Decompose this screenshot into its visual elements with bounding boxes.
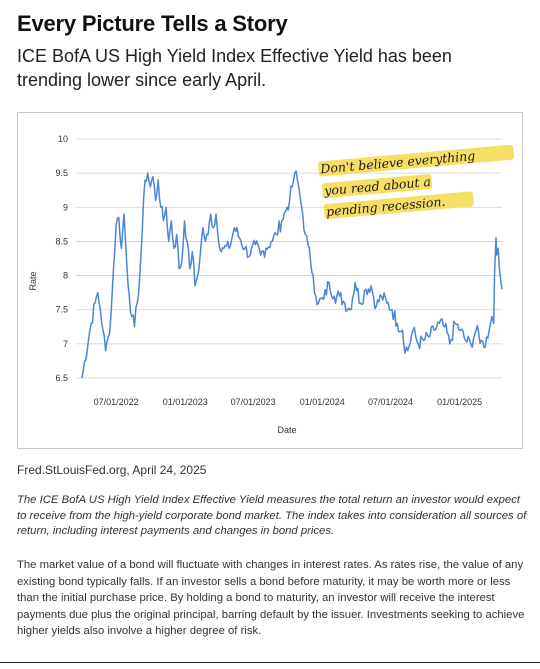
bottom-divider [0, 662, 540, 663]
grid-lines [76, 138, 502, 379]
x-axis-label: Date [277, 425, 296, 435]
disclaimer-text: The market value of a bond will fluctuat… [17, 559, 525, 637]
page-title: Every Picture Tells a Story [17, 11, 288, 36]
y-tick-label: 7 [63, 339, 68, 349]
annotation-highlight-3 [323, 191, 474, 220]
page-subtitle: ICE BofA US High Yield Index Effective Y… [17, 46, 452, 90]
x-tick-label: 07/01/2024 [368, 397, 413, 407]
y-tick-label: 6.5 [55, 373, 68, 383]
y-tick-label: 9 [63, 202, 68, 212]
y-tick-label: 10 [58, 134, 68, 144]
x-tick-label: 01/01/2024 [300, 397, 345, 407]
x-tick-label: 07/01/2022 [94, 397, 139, 407]
y-tick-label: 8 [63, 271, 68, 281]
y-axis-ticks: 6.5 7 7.5 8 8.5 9 9.5 10 [55, 134, 68, 383]
y-tick-label: 8.5 [55, 236, 68, 246]
y-tick-label: 9.5 [55, 168, 68, 178]
annotation-line-1: Don't believe everything [319, 148, 476, 177]
annotation-callout: Don't believe everything you read about … [318, 144, 515, 220]
x-tick-label: 01/01/2025 [437, 397, 482, 407]
annotation-highlight-2 [321, 174, 433, 199]
series-line-high-yield [81, 170, 503, 379]
index-description: The ICE BofA US High Yield Index Effecti… [17, 494, 527, 537]
y-axis-label: Rate [28, 271, 38, 290]
source-citation: Fred.StLouisFed.org, April 24, 2025 [17, 463, 207, 477]
annotation-line-2: you read about a [323, 174, 432, 198]
x-axis-ticks: 07/01/2022 01/01/2023 07/01/2023 01/01/2024… [94, 397, 482, 407]
yield-line-chart: 6.577.588.599.510 07/01/2022 01/01/2023 07… [28, 134, 515, 435]
y-tick-label: 7.5 [55, 305, 68, 315]
x-tick-label: 07/01/2023 [231, 397, 276, 407]
annotation-highlight-1 [318, 144, 515, 177]
annotation-line-3: pending recession. [325, 194, 445, 219]
x-tick-label: 01/01/2023 [163, 397, 208, 407]
chart-container: 6.5 7 7.5 8 8.5 9 9.5 10 07/01/2022 01/01/2023 07… [17, 112, 523, 449]
